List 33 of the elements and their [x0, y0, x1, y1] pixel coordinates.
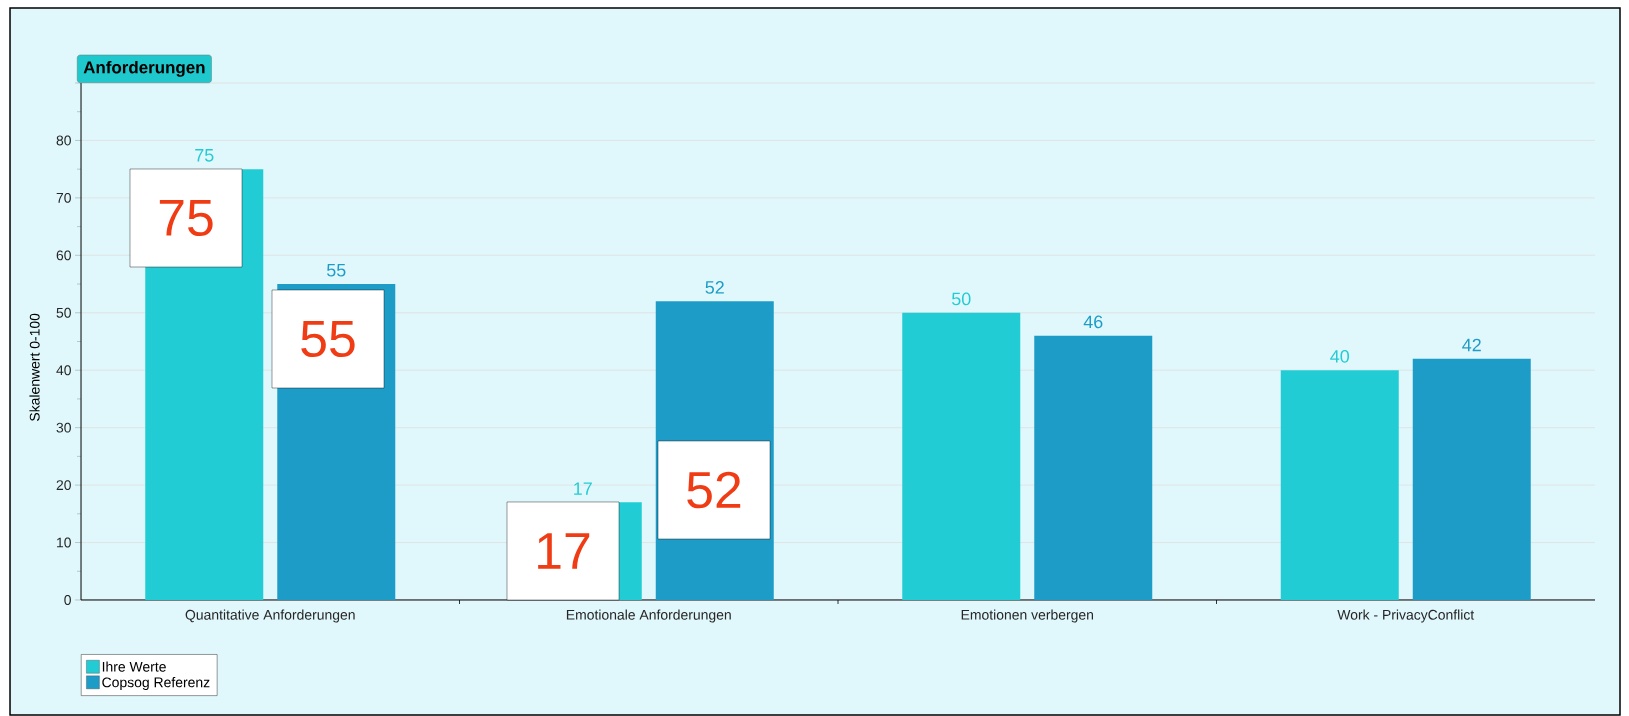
y-tick-label: 80	[56, 135, 71, 146]
y-tick-label: 20	[56, 480, 71, 491]
data-label: 17	[538, 533, 590, 569]
y-tick-label: 0	[64, 595, 71, 605]
y-tick-label: 60	[56, 250, 71, 261]
x-tick-label: Quantitative Anforderungen	[185, 609, 355, 623]
y-tick-label: 50	[56, 307, 71, 318]
x-tick-label: Work - PrivacyConflict	[1337, 609, 1475, 623]
data-label: 42	[1462, 338, 1481, 352]
x-tick-label: Emotionale Anforderungen	[566, 609, 731, 623]
bar	[902, 312, 1021, 600]
data-label: 55	[301, 320, 355, 358]
legend-label: Copsog Referenz	[102, 677, 210, 691]
y-tick-label: 40	[56, 365, 71, 376]
legend-label: Ihre Werte	[102, 661, 166, 672]
data-label: 40	[1330, 349, 1350, 363]
annotation: 55	[327, 264, 346, 277]
y-tick-label: 10	[57, 537, 71, 548]
x-tick-label: Emotionen verbergen	[961, 609, 1093, 623]
annotation: 17	[574, 482, 592, 495]
data-label: 75	[159, 199, 213, 237]
bar	[1034, 335, 1153, 600]
y-tick-label: 30	[56, 422, 71, 433]
annotation: 52	[687, 471, 741, 509]
y-tick-label: 70	[56, 192, 71, 203]
y-axis-title: Skalenwert 0-100	[29, 313, 40, 421]
bar	[1412, 358, 1531, 600]
data-label: 50	[952, 292, 971, 306]
bar	[1280, 370, 1399, 600]
data-label: 46	[1083, 315, 1103, 329]
annotation: 75	[195, 149, 214, 162]
chart-title: Anforderungen	[83, 60, 205, 77]
data-label: 52	[705, 281, 724, 294]
